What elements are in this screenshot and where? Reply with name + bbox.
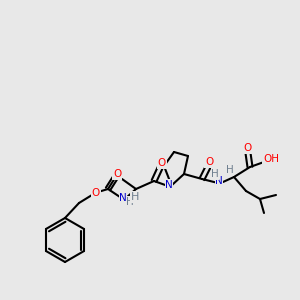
Text: H: H	[126, 197, 134, 207]
Text: OH: OH	[263, 154, 279, 164]
Text: N: N	[165, 180, 173, 190]
Text: H: H	[226, 165, 234, 175]
Text: H: H	[131, 192, 139, 202]
Text: N: N	[119, 193, 127, 203]
Text: O: O	[244, 143, 252, 153]
Text: H: H	[211, 169, 219, 179]
Text: O: O	[113, 169, 121, 179]
Text: O: O	[92, 188, 100, 198]
Text: N: N	[215, 176, 223, 186]
Text: O: O	[158, 158, 166, 168]
Text: O: O	[205, 157, 213, 167]
